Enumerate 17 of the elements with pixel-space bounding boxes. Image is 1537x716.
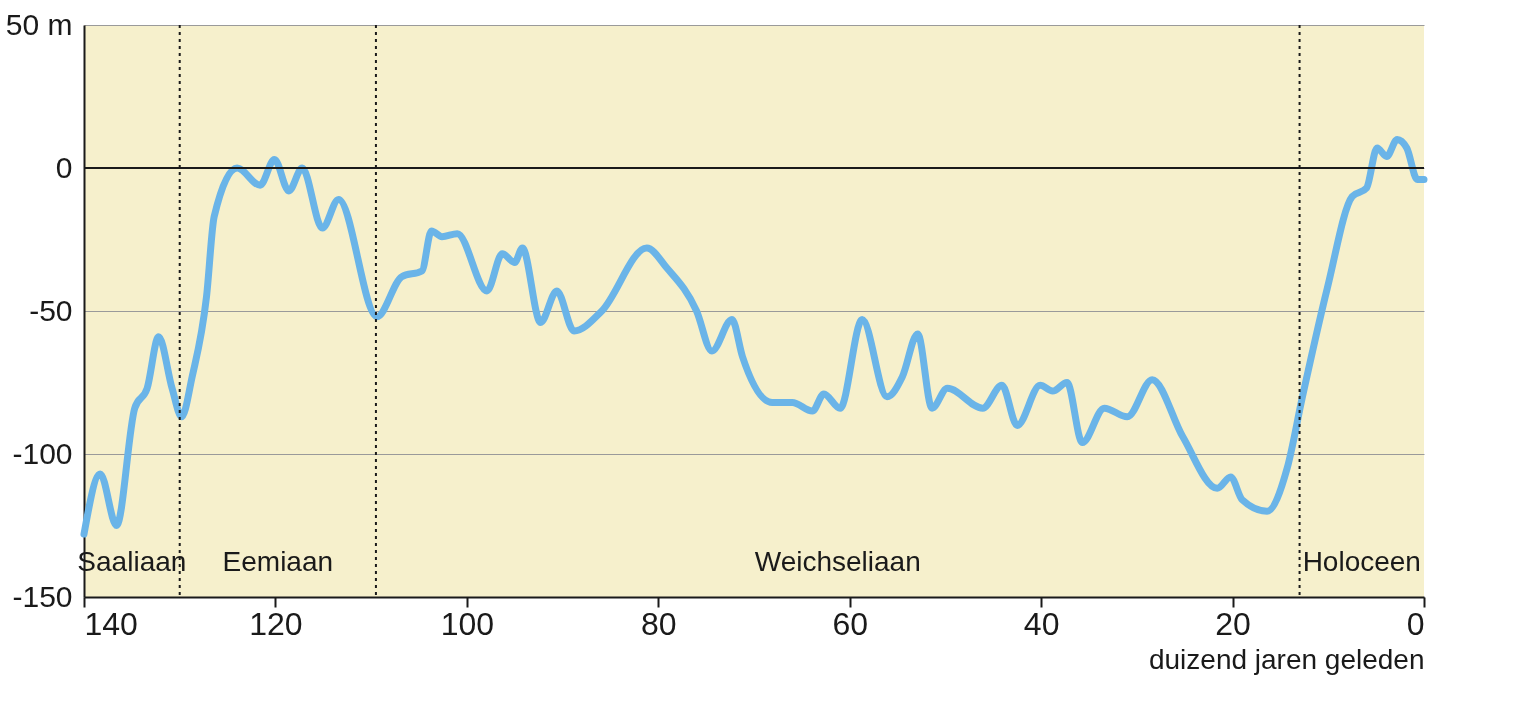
x-tick-label: 120 [249, 605, 303, 642]
y-tick-label: -150 [12, 579, 73, 613]
x-tick-label: 100 [440, 605, 495, 642]
y-tick-label: 50 m [5, 7, 73, 41]
x-tick-label: 80 [640, 605, 677, 642]
y-tick-label: 0 [55, 150, 73, 184]
x-axis-title: duizend jaren geleden [1148, 643, 1425, 675]
annotation: Holoceen [1302, 546, 1421, 577]
annotation: Weichseliaan [754, 546, 921, 577]
x-tick-label: 40 [1023, 605, 1060, 642]
x-tick-label: 140 [84, 605, 138, 642]
x-tick-label: 60 [832, 605, 869, 642]
y-tick-label: -100 [12, 436, 73, 470]
y-tick-label: -50 [29, 293, 73, 327]
x-tick-label: 0 [1406, 605, 1425, 642]
x-tick-label: 20 [1215, 605, 1251, 642]
annotation: Eemiaan [222, 546, 334, 577]
